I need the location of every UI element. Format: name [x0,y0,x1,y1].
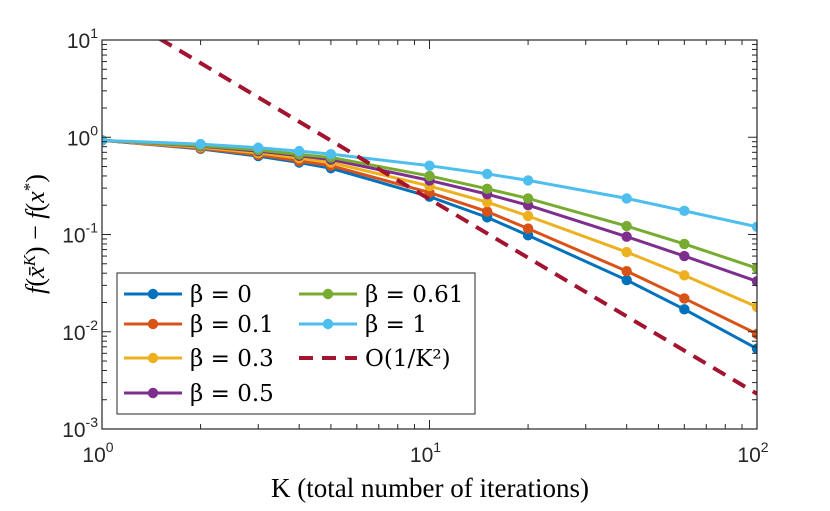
point-0-10 [751,343,757,354]
legend-item-4: β = 0.61 [299,282,463,308]
series-5 [102,135,757,232]
y-tick-labels: 10-3 10-2 10-1 100 101 [62,25,98,442]
point-4-5 [424,170,435,182]
point-5-3 [293,145,305,157]
legend-label-1: β = 0.1 [190,312,274,338]
point-5-2 [253,142,264,153]
point-2-9 [679,270,690,281]
y-tick-label-2: 10-1 [62,220,98,248]
point-5-1 [195,138,206,150]
y-tick-label-4: 101 [67,25,98,53]
point-5-10 [751,221,757,232]
legend: β = 0 β = 0.1 β = 0.3 β = 0.5 β = 0.61 β = 1 O… [116,272,476,415]
y-tick-label-0: 10-3 [62,414,98,442]
point-4-9 [679,238,690,250]
series-line-6 [158,40,757,396]
point-3-10 [751,276,757,287]
point-3-8 [621,231,632,242]
point-3-9 [679,250,690,262]
svg-text:f(x̄K) − f(x*): f(x̄K) − f(x*) [20,174,51,294]
point-5-8 [621,193,632,204]
tick-layer [101,39,758,430]
x-tick-labels: 100 101 102 [82,439,768,467]
point-2-7 [522,210,534,222]
legend-box [116,272,476,415]
point-1-6 [481,206,493,217]
point-5-5 [424,160,435,171]
point-4-7 [522,193,534,204]
y-tick-label-3: 100 [67,122,98,150]
series-layer [102,40,757,396]
point-5-6 [481,168,493,180]
y-tick-label-1: 10-2 [62,317,98,345]
x-tick-label-0: 100 [82,439,113,467]
legend-marker-3 [147,387,159,399]
point-2-6 [481,196,493,208]
legend-marker-5 [322,318,334,330]
legend-label-6: O(1/K²) [365,346,451,372]
point-0-9 [679,304,690,315]
legend-label-3: β = 0.5 [190,381,274,407]
legend-marker-0 [147,288,159,300]
legend-label-5: β = 1 [365,312,427,338]
legend-label-2: β = 0.3 [190,346,274,372]
legend-item-3: β = 0.5 [124,381,274,407]
x-tick-label-2: 102 [737,439,768,467]
legend-marker-4 [322,288,334,300]
point-4-10 [751,263,757,274]
x-axis-label: K (total number of iterations) [271,473,589,503]
point-1-8 [621,265,632,277]
x-tick-label-1: 101 [410,439,441,467]
y-axis-label: f(x̄K) − f(x*) [20,174,51,294]
legend-item-1: β = 0.1 [124,312,274,338]
point-5-7 [522,175,534,186]
point-2-8 [621,246,632,258]
point-1-9 [679,293,690,304]
point-4-8 [621,220,632,232]
point-5-4 [325,148,337,160]
legend-item-0: β = 0 [124,282,252,308]
legend-item-5: β = 1 [299,312,427,338]
point-0-8 [621,274,632,286]
point-2-10 [751,301,757,313]
point-1-7 [522,223,534,234]
point-5-9 [679,205,690,217]
legend-label-4: β = 0.61 [365,282,463,308]
legend-marker-1 [147,318,159,330]
series-6 [158,40,757,396]
legend-label-0: β = 0 [190,282,252,308]
legend-item-2: β = 0.3 [124,346,274,372]
legend-entries: β = 0 β = 0.1 β = 0.3 β = 0.5 β = 0.61 β = 1 O… [124,282,463,407]
legend-item-6: O(1/K²) [299,346,451,372]
point-4-6 [481,183,493,195]
legend-marker-2 [147,352,159,364]
